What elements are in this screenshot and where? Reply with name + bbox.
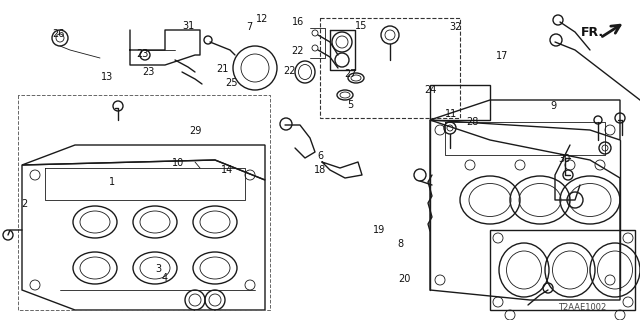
Text: 22: 22 — [291, 45, 304, 56]
Text: 26: 26 — [52, 28, 65, 39]
Text: 28: 28 — [466, 117, 479, 127]
Text: 4: 4 — [162, 273, 168, 284]
Text: 8: 8 — [397, 239, 404, 249]
Text: 11: 11 — [445, 108, 458, 119]
Text: 23: 23 — [136, 49, 148, 59]
Text: 10: 10 — [172, 157, 184, 168]
Text: 6: 6 — [317, 151, 323, 161]
Text: 18: 18 — [314, 165, 326, 175]
Text: 16: 16 — [291, 17, 304, 27]
Text: 5: 5 — [348, 100, 354, 110]
Text: 29: 29 — [189, 125, 202, 136]
Text: 1: 1 — [109, 177, 115, 188]
Text: T2AAE1002: T2AAE1002 — [558, 303, 606, 313]
Text: 25: 25 — [225, 77, 238, 88]
Text: 3: 3 — [156, 264, 162, 274]
Text: 12: 12 — [256, 13, 269, 24]
Text: 22: 22 — [283, 66, 296, 76]
Text: 31: 31 — [182, 21, 195, 31]
Text: 15: 15 — [355, 21, 368, 31]
Text: 2: 2 — [21, 199, 28, 209]
Text: 13: 13 — [101, 72, 114, 83]
Text: 20: 20 — [398, 274, 411, 284]
Text: 7: 7 — [246, 22, 253, 32]
Text: 23: 23 — [142, 67, 155, 77]
Text: 32: 32 — [449, 22, 462, 32]
Text: 21: 21 — [216, 64, 229, 74]
Text: FR.: FR. — [580, 26, 604, 38]
Text: 27: 27 — [344, 69, 357, 79]
Text: 19: 19 — [372, 225, 385, 235]
Text: 24: 24 — [424, 85, 436, 95]
Text: 14: 14 — [221, 164, 234, 175]
Text: 9: 9 — [550, 100, 557, 111]
Text: 17: 17 — [496, 51, 509, 61]
Text: 30: 30 — [558, 154, 571, 164]
Bar — [320, 18, 460, 118]
